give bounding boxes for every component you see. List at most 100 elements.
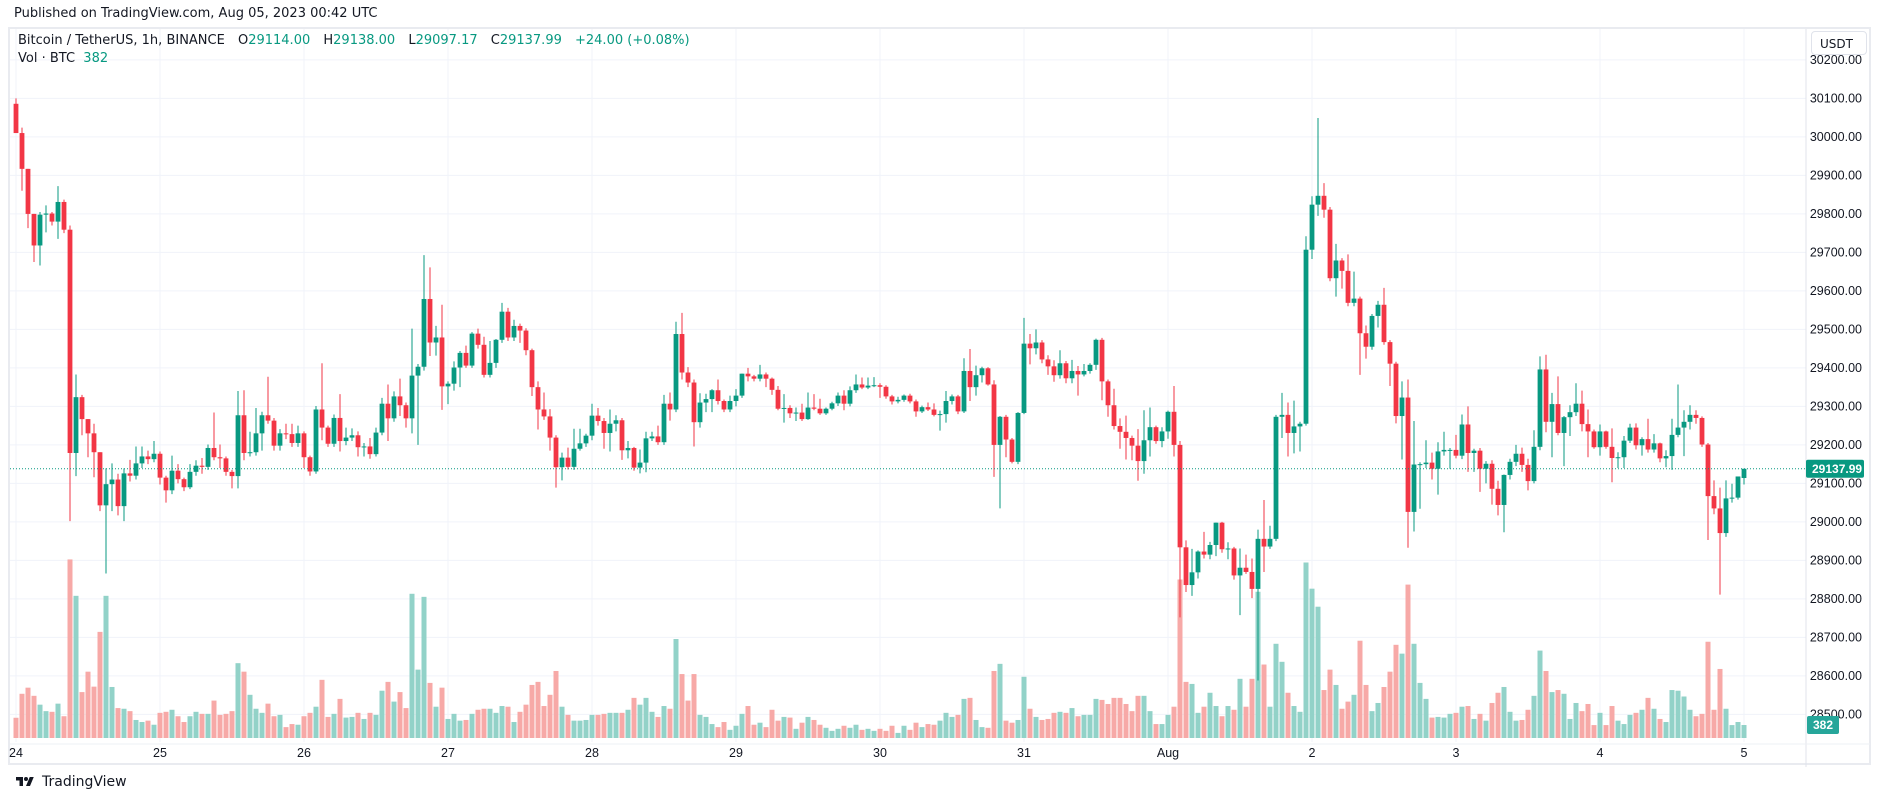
candle-body bbox=[379, 403, 385, 433]
volume-bar bbox=[1111, 697, 1117, 738]
candle-body bbox=[655, 436, 661, 443]
volume-bar bbox=[1267, 706, 1273, 738]
volume-bar bbox=[97, 631, 103, 738]
candle-body bbox=[1681, 421, 1687, 428]
candle-body bbox=[715, 390, 721, 402]
volume-bar bbox=[661, 706, 667, 738]
volume-bar bbox=[331, 713, 337, 738]
candle-body bbox=[529, 350, 535, 388]
candle-body bbox=[1081, 370, 1087, 375]
volume-bar bbox=[169, 709, 175, 738]
candle-body bbox=[841, 395, 847, 404]
volume-bar bbox=[385, 681, 391, 738]
candle-body bbox=[1669, 434, 1675, 457]
volume-bar bbox=[211, 700, 217, 738]
volume-bar bbox=[145, 720, 151, 738]
volume-bar bbox=[667, 708, 673, 738]
candle-body bbox=[547, 416, 553, 438]
volume-bar bbox=[181, 722, 187, 738]
candle-body bbox=[283, 433, 289, 435]
volume-bar bbox=[1315, 606, 1321, 738]
volume-label[interactable]: Vol · BTC bbox=[18, 51, 76, 66]
volume-bar bbox=[1477, 713, 1483, 738]
candle-body bbox=[709, 390, 715, 400]
volume-bar bbox=[1471, 718, 1477, 738]
volume-bar bbox=[1201, 706, 1207, 738]
candle-body bbox=[1015, 412, 1021, 462]
last-price-label: 29137.99 bbox=[1812, 462, 1862, 476]
volume-bar bbox=[1237, 678, 1243, 738]
volume-bar bbox=[1453, 712, 1459, 738]
candle-body bbox=[1021, 343, 1027, 413]
candle-body bbox=[445, 383, 451, 387]
candle-body bbox=[451, 367, 457, 384]
volume-bar bbox=[1351, 694, 1357, 738]
volume-bar bbox=[1513, 720, 1519, 738]
volume-bar bbox=[295, 724, 301, 738]
candle-body bbox=[367, 446, 373, 455]
volume-bar bbox=[1441, 717, 1447, 738]
candle-body bbox=[1183, 547, 1189, 586]
volume-bar bbox=[1069, 708, 1075, 738]
candle-body bbox=[427, 298, 433, 343]
candle-body bbox=[31, 213, 37, 246]
volume-bar bbox=[721, 722, 727, 738]
volume-bar bbox=[31, 695, 37, 738]
footer-brand[interactable]: TradingView bbox=[14, 774, 127, 790]
candle-body bbox=[973, 375, 979, 388]
candle-body bbox=[619, 420, 625, 451]
price-tick-label: 29600.00 bbox=[1810, 284, 1862, 298]
currency-button[interactable]: USDT bbox=[1811, 31, 1867, 55]
volume-bar bbox=[871, 730, 877, 738]
price-tick-label: 29900.00 bbox=[1810, 168, 1862, 182]
volume-bar bbox=[193, 711, 199, 738]
candle-body bbox=[1309, 204, 1315, 250]
candle-body bbox=[1579, 403, 1585, 425]
volume-bar bbox=[823, 727, 829, 738]
candle-body bbox=[325, 427, 331, 444]
candle-body bbox=[1471, 450, 1477, 453]
candle-body bbox=[1603, 431, 1609, 447]
candle-body bbox=[505, 311, 511, 338]
candle-body bbox=[115, 479, 121, 507]
volume-bar bbox=[583, 719, 589, 738]
volume-bar bbox=[445, 718, 451, 738]
candle-body bbox=[1249, 571, 1255, 589]
volume-bar bbox=[1627, 714, 1633, 738]
candle-body bbox=[295, 433, 301, 443]
volume-bar bbox=[961, 698, 967, 738]
volume-bar bbox=[625, 709, 631, 738]
candle-body bbox=[55, 201, 61, 222]
volume-bar bbox=[1723, 708, 1729, 738]
candle-body bbox=[1615, 457, 1621, 459]
volume-bar bbox=[613, 712, 619, 738]
candle-body bbox=[13, 103, 19, 134]
candle-body bbox=[817, 408, 823, 414]
candle-body bbox=[1429, 462, 1435, 469]
volume-bar bbox=[223, 713, 229, 738]
candle-body bbox=[1423, 462, 1429, 465]
volume-bar bbox=[1645, 697, 1651, 738]
brand-name: TradingView bbox=[42, 774, 127, 790]
candle-body bbox=[1717, 508, 1723, 534]
volume-bar bbox=[1357, 640, 1363, 738]
volume-bar bbox=[241, 671, 247, 738]
candle-body bbox=[673, 334, 679, 410]
candle-body bbox=[1039, 342, 1045, 360]
volume-bar bbox=[1423, 698, 1429, 738]
candle-body bbox=[643, 438, 649, 463]
volume-bar bbox=[187, 716, 193, 738]
symbol-title[interactable]: Bitcoin / TetherUS, 1h, BINANCE bbox=[18, 33, 225, 48]
volume-bar bbox=[799, 722, 805, 738]
candle-body bbox=[1657, 443, 1663, 459]
candle-body bbox=[991, 384, 997, 445]
price-tick-label: 29000.00 bbox=[1810, 515, 1862, 529]
volume-bar bbox=[1183, 681, 1189, 738]
volume-bar bbox=[937, 720, 943, 738]
candle-body bbox=[745, 373, 751, 377]
candle-body bbox=[1141, 440, 1147, 462]
volume-bar bbox=[1333, 684, 1339, 738]
candle-body bbox=[1009, 439, 1015, 462]
candle-body bbox=[385, 403, 391, 419]
